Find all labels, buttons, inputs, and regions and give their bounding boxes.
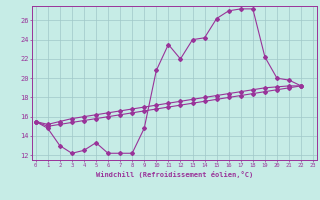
X-axis label: Windchill (Refroidissement éolien,°C): Windchill (Refroidissement éolien,°C): [96, 171, 253, 178]
